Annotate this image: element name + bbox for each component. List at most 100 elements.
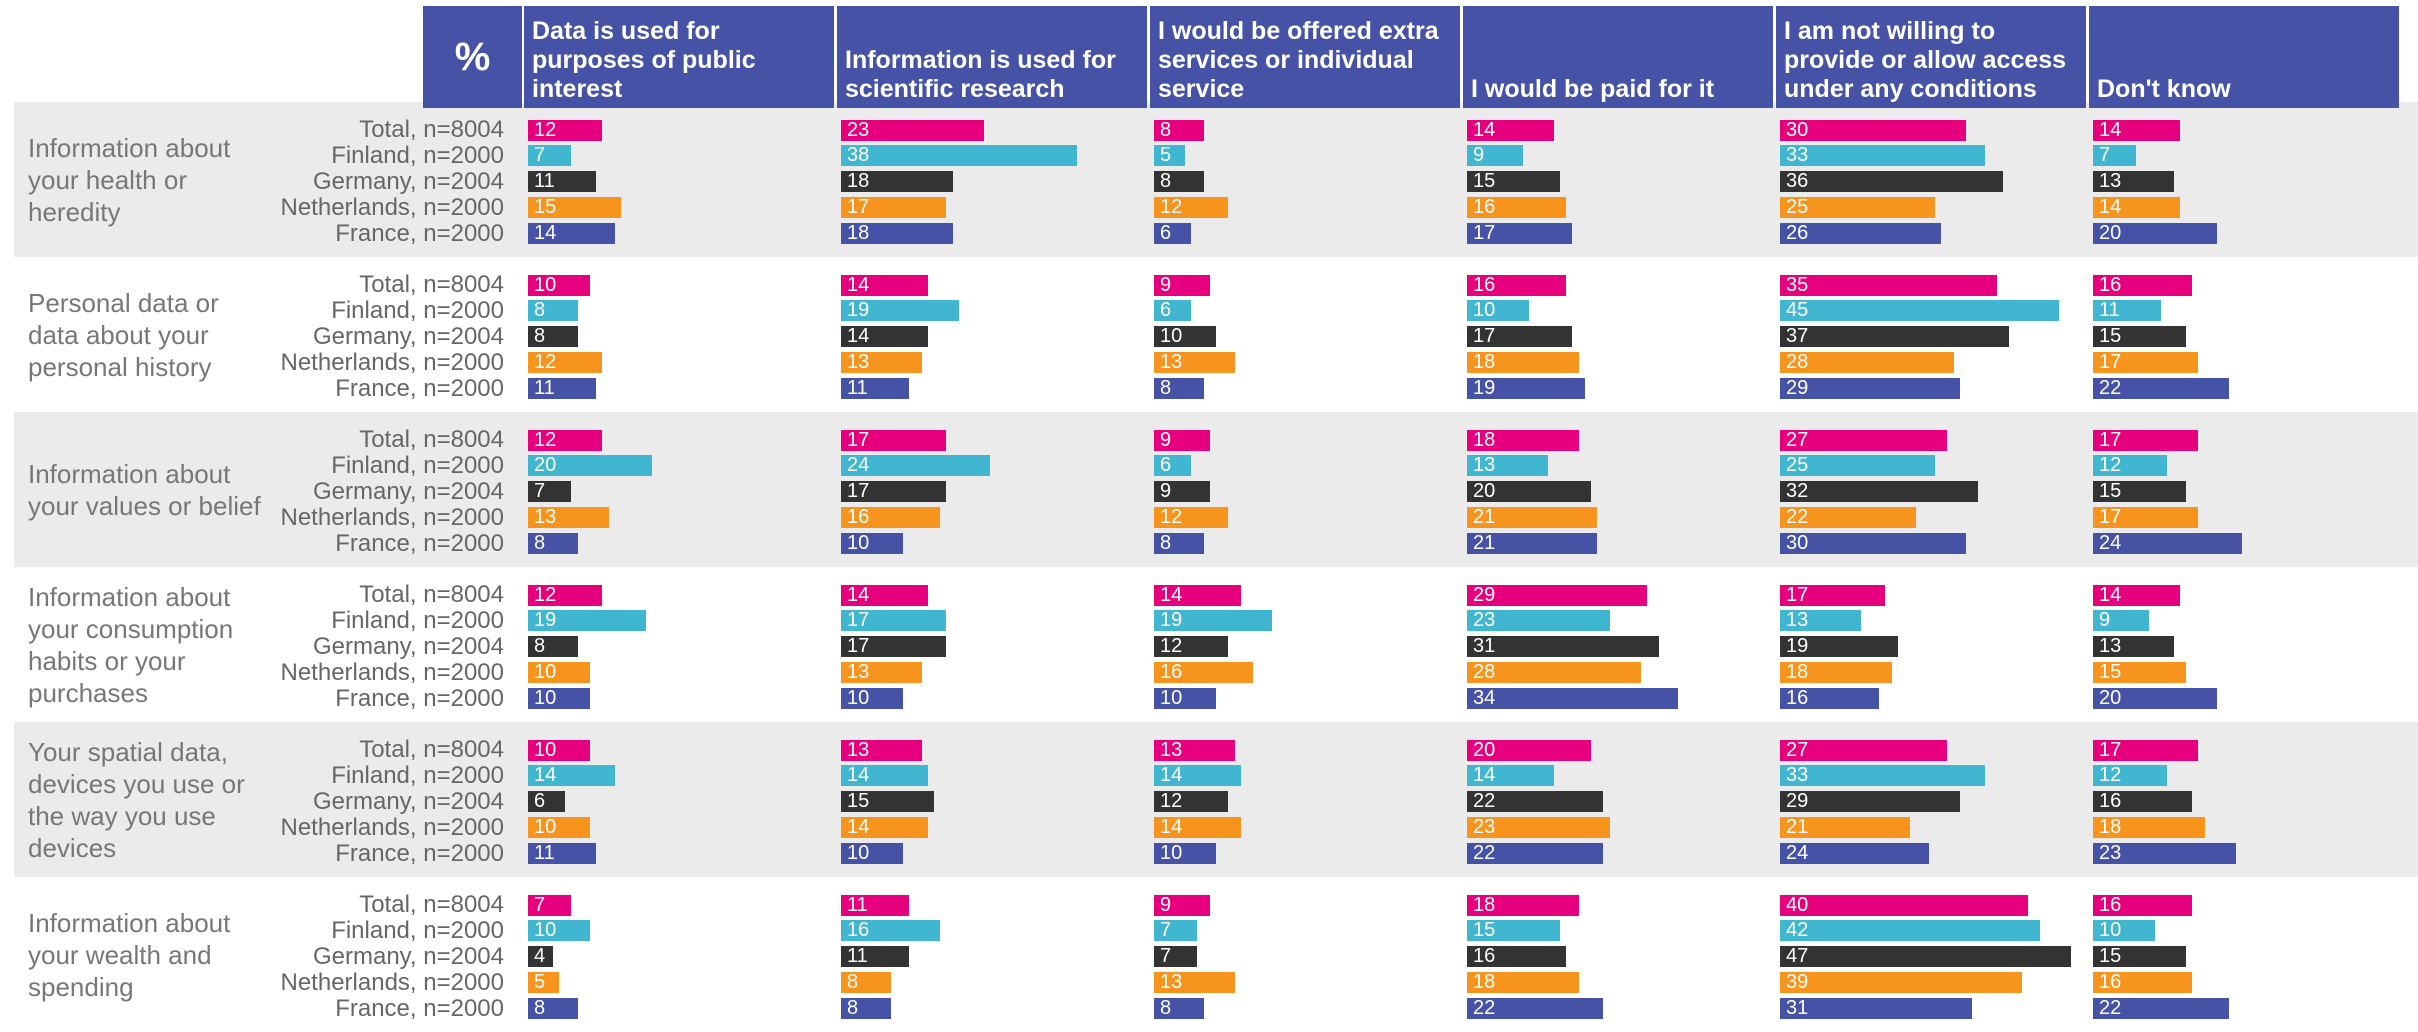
bar [1780,791,1960,813]
bar [1154,352,1235,374]
value-label: 14 [1473,764,1496,787]
value-label: 21 [1473,532,1496,555]
value-label: 19 [1160,609,1183,632]
bar [1467,171,1560,193]
row-band [14,412,2418,567]
value-label: 23 [1473,816,1496,839]
value-label: 17 [847,196,870,219]
series-label: France, n=2000 [335,994,504,1022]
series-label: Total, n=8004 [359,271,504,298]
value-label: 27 [1786,428,1809,451]
value-label: 12 [534,583,557,606]
column-header: I would be paid for it [1463,6,1773,108]
bar [1467,145,1523,167]
column-header: I am not willing to provide or allow acc… [1776,6,2086,108]
value-label: 15 [2099,945,2122,968]
bar [2093,894,2193,916]
value-label: 10 [1473,299,1496,322]
value-label: 8 [534,532,546,555]
value-label: 17 [1473,325,1496,348]
bar [2093,197,2180,219]
value-label: 19 [534,609,557,632]
value-label: 8 [847,997,859,1020]
series-label: Germany, n=2004 [312,322,504,350]
value-label: 23 [2099,842,2122,865]
bar [1154,636,1229,658]
bar [1780,274,1997,296]
series-label: Netherlands, n=2000 [280,968,505,996]
bar [2093,119,2180,141]
value-label: 16 [2099,273,2122,296]
value-label: 13 [534,506,557,529]
bar [1154,533,1204,555]
value-label: 8 [534,635,546,658]
value-label: 10 [847,842,870,865]
bar [2093,481,2186,503]
bar [528,455,652,477]
value-label: 22 [1473,790,1496,813]
value-label: 10 [534,687,557,710]
value-label: 13 [1473,454,1496,477]
value-label: 24 [1786,842,1809,865]
value-label: 16 [1473,273,1496,296]
value-label: 9 [2099,609,2111,632]
value-label: 31 [1786,997,1809,1020]
bar [841,817,928,839]
bar [841,584,928,606]
bar [1467,610,1610,632]
value-label: 10 [1160,842,1183,865]
value-label: 9 [1160,893,1172,916]
value-label: 14 [1160,583,1183,606]
bar [1780,326,2010,348]
bar [1154,171,1204,193]
bar [1467,688,1678,710]
bar [2093,378,2230,400]
bar [1467,352,1579,374]
bar [2093,533,2242,555]
value-label: 11 [534,170,555,193]
value-label: 8 [1160,532,1172,555]
series-label: Germany, n=2004 [312,477,504,505]
bar [1154,145,1185,167]
bar [528,352,603,374]
bar [1154,791,1229,813]
value-label: 37 [1786,325,1809,348]
value-label: 13 [847,738,870,761]
bar [1780,533,1966,555]
bar [841,765,928,787]
value-label: 17 [2099,428,2122,451]
series-label: France, n=2000 [335,374,504,402]
bar [841,894,910,916]
bar [1467,817,1610,839]
bar [1467,274,1567,296]
bar [1467,429,1579,451]
value-label: 22 [2099,377,2122,400]
column-header: Information is used for scientific resea… [837,6,1147,108]
bar [528,765,615,787]
bar [1154,920,1198,942]
bar [1154,662,1254,684]
value-label: 28 [1786,351,1809,374]
value-label: 35 [1786,273,1809,296]
bar [1467,584,1647,606]
value-label: 9 [1160,480,1172,503]
bar [528,739,590,761]
bar [1154,429,1210,451]
value-label: 16 [1160,661,1183,684]
value-label: 29 [1473,583,1496,606]
bar [841,739,922,761]
value-label: 12 [1160,790,1183,813]
value-label: 9 [1473,144,1485,167]
bar [528,145,572,167]
bar [841,791,934,813]
bar [841,145,1077,167]
value-label: 14 [847,583,870,606]
value-label: 13 [1160,971,1183,994]
value-label: 29 [1786,377,1809,400]
value-label: 14 [534,222,557,245]
value-label: 18 [1473,428,1496,451]
value-label: 16 [1473,945,1496,968]
value-label: 4 [534,945,546,968]
value-label: 12 [2099,454,2122,477]
bar [2093,429,2199,451]
